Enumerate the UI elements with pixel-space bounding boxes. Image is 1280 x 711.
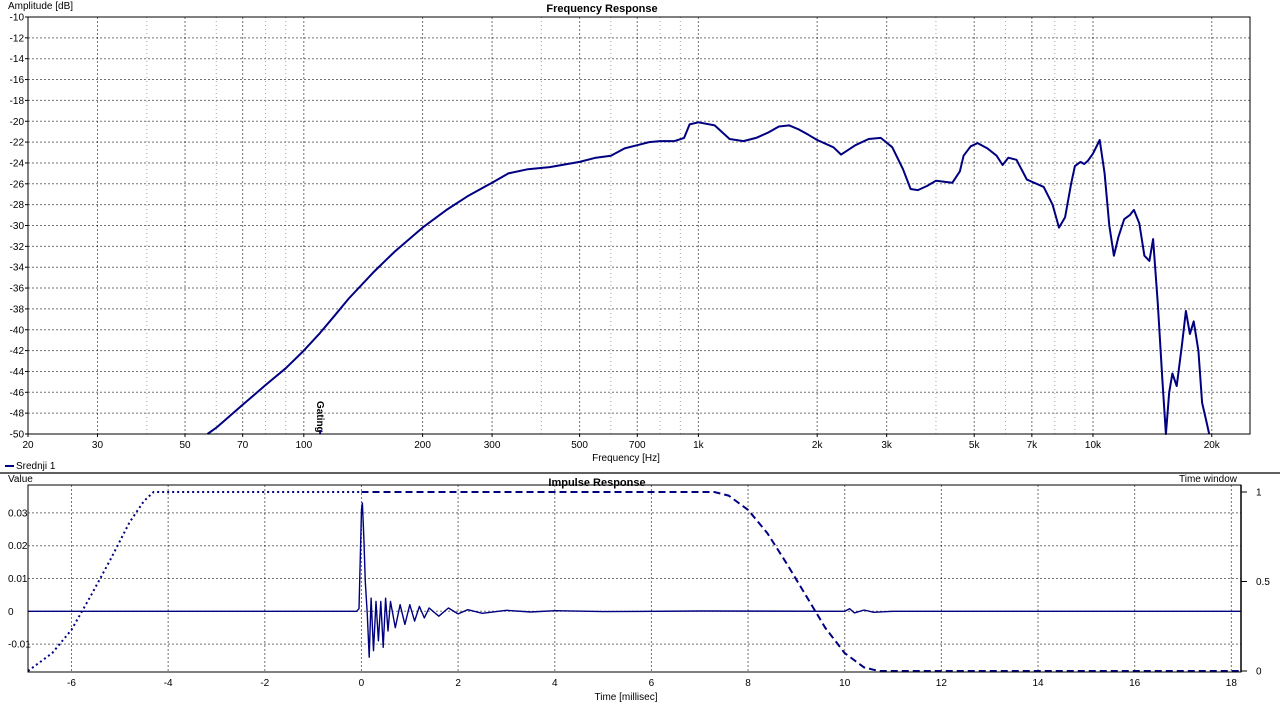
fr-grid xyxy=(27,16,1250,435)
ir-x-tick-label: 16 xyxy=(1129,678,1141,689)
fr-y-tick-label: -22 xyxy=(10,138,25,149)
fr-y-tick-label: -12 xyxy=(10,33,25,44)
fr-y-tick-label: -32 xyxy=(10,242,25,253)
fr-y-tick-label: -36 xyxy=(10,284,25,295)
ir-y-tick-label: 0.01 xyxy=(8,574,28,585)
fr-y-tick-label: -38 xyxy=(10,304,25,315)
fr-y-tick-label: -44 xyxy=(10,367,25,378)
fr-plot-frame xyxy=(27,16,1251,435)
ir-x-tick-label: 12 xyxy=(936,678,948,689)
fr-x-tick-label: 2k xyxy=(812,440,824,451)
ir-x-tick-label: 2 xyxy=(455,678,461,689)
ir-y2-tick-label: 1 xyxy=(1256,488,1262,499)
time-window-left-line xyxy=(27,491,362,672)
fr-series-line xyxy=(206,121,1211,435)
ir-x-tick-label: 18 xyxy=(1226,678,1238,689)
fr-x-tick-label: 10k xyxy=(1085,440,1102,451)
fr-x-tick-label: 20k xyxy=(1204,440,1221,451)
fr-y-tick-label: -14 xyxy=(10,54,25,65)
gating-label: Gating xyxy=(314,401,325,433)
fr-title: Frequency Response xyxy=(546,3,657,15)
fr-x-tick-label: 50 xyxy=(179,440,191,451)
ir-plot-background xyxy=(28,485,1241,672)
fr-y-tick-label: -34 xyxy=(10,263,25,274)
fr-x-tick-label: 200 xyxy=(414,440,431,451)
fr-y-tick-label: -46 xyxy=(10,388,25,399)
time-window-right-line xyxy=(361,491,1241,672)
fr-y-tick-label: -18 xyxy=(10,96,25,107)
fr-y-tick-label: -10 xyxy=(10,13,25,24)
impulse-series-line xyxy=(28,502,1241,658)
fr-y-tick-label: -16 xyxy=(10,75,25,86)
fr-x-tick-label: 500 xyxy=(571,440,588,451)
fr-y-tick-label: -40 xyxy=(10,325,25,336)
ir-y-tick-label: 0 xyxy=(8,607,14,618)
fr-x-tick-label: 300 xyxy=(484,440,501,451)
ir-y-tick-label: 0.02 xyxy=(8,541,28,552)
frequency-response-panel: -10 -12 -14 -16 -18 -20 -22 -24 -26 -28 -30 -32 -34 -… xyxy=(8,1,1251,464)
ir-grid xyxy=(28,485,1241,672)
fr-y-tick-label: -48 xyxy=(10,409,25,420)
ir-x-tick-label: -6 xyxy=(67,678,76,689)
fr-x-tick-label: 30 xyxy=(92,440,104,451)
ir-x-tick-label: 4 xyxy=(552,678,558,689)
ir-x-tick-label: 14 xyxy=(1032,678,1044,689)
fr-y-tick-label: -24 xyxy=(10,158,25,169)
ir-y-axis-label: Value xyxy=(8,474,33,485)
fr-x-tick-label: 70 xyxy=(237,440,249,451)
ir-y-tick-label: -0.01 xyxy=(8,640,31,651)
fr-x-tick-label: 700 xyxy=(629,440,646,451)
ir-x-tick-label: 10 xyxy=(839,678,851,689)
fr-y-tick-label: -30 xyxy=(10,221,25,232)
impulse-response-panel: 0.030.020.010-0.01 10.50 -6 -4 -2 0 2 4 6 8 10 12… xyxy=(8,474,1270,703)
ir-x-tick-label: -4 xyxy=(164,678,173,689)
ir-x-tick-label: 6 xyxy=(649,678,655,689)
fr-y-tick-label: -42 xyxy=(10,346,25,357)
ir-y2-ticks: 10.50 xyxy=(1241,488,1270,678)
gating-marker: Gating xyxy=(314,401,325,434)
ir-y2-tick-label: 0.5 xyxy=(1256,577,1270,588)
fr-x-tick-label: 5k xyxy=(969,440,981,451)
fr-y-tick-label: -50 xyxy=(10,430,25,441)
ir-x-ticks: -6 -4 -2 0 2 4 6 8 10 12 14 16 18 xyxy=(67,678,1237,689)
ir-title: Impulse Response xyxy=(548,477,645,489)
ir-x-tick-label: 0 xyxy=(359,678,365,689)
ir-y2-axis-label: Time window xyxy=(1179,474,1238,485)
ir-x-axis-label: Time [millisec] xyxy=(595,692,658,703)
fr-x-tick-label: 20 xyxy=(22,440,34,451)
ir-y-ticks: 0.03 0.02 0.01 0 -0.01 xyxy=(8,508,31,650)
ir-y-tick-label: 0.03 xyxy=(8,508,28,519)
fr-y-tick-label: -28 xyxy=(10,200,25,211)
ir-x-tick-label: -2 xyxy=(260,678,269,689)
fr-y-ticks: -10 -12 -14 -16 -18 -20 -22 -24 -26 -28 -30 -32 -34 -… xyxy=(10,13,28,441)
ir-y2-tick-label: 0 xyxy=(1256,667,1262,678)
fr-x-ticks: 20 30 50 70 100 200 300 500 700 1k 2k 3k 5k 7k 10k 20k xyxy=(22,434,1221,451)
ir-x-tick-label: 8 xyxy=(745,678,751,689)
legend: Srednji 1 xyxy=(5,461,56,472)
fr-y-tick-label: -20 xyxy=(10,117,25,128)
fr-x-tick-label: 1k xyxy=(693,440,705,451)
fr-x-tick-label: 7k xyxy=(1027,440,1039,451)
fr-y-axis-label: Amplitude [dB] xyxy=(8,1,73,12)
legend-entry: Srednji 1 xyxy=(16,461,56,472)
fr-x-tick-label: 3k xyxy=(881,440,893,451)
fr-x-axis-label: Frequency [Hz] xyxy=(592,453,660,464)
fr-y-tick-label: -26 xyxy=(10,179,25,190)
fr-plot-background xyxy=(28,17,1250,434)
fr-x-tick-label: 100 xyxy=(295,440,312,451)
